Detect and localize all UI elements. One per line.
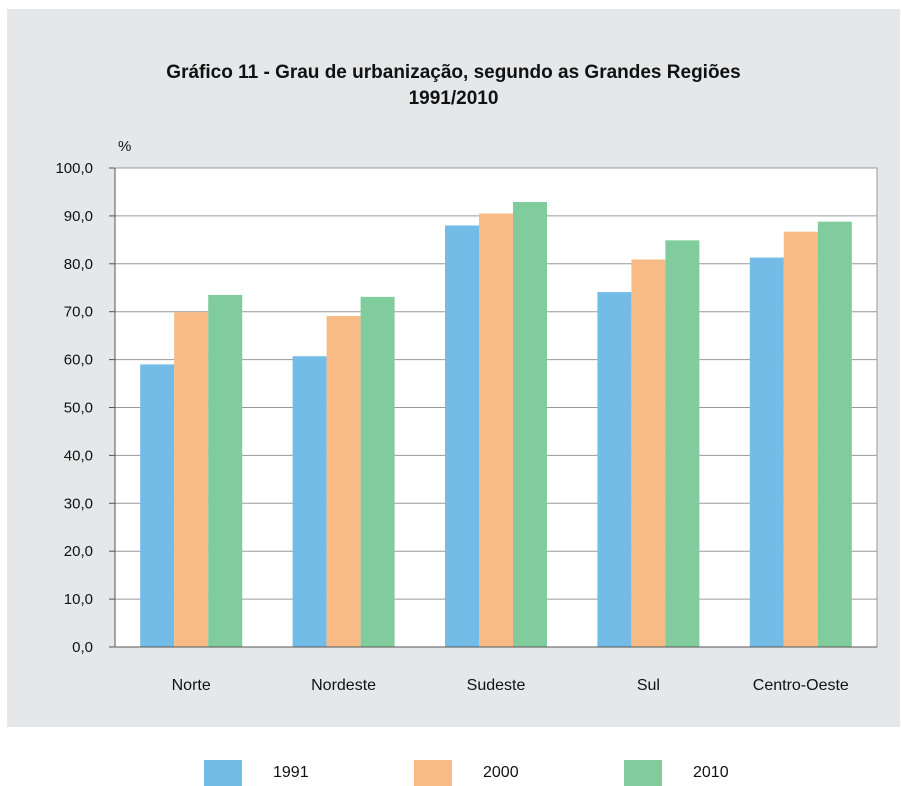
bar-1991-sul (597, 292, 632, 647)
y-tick-label: 0,0 (72, 639, 93, 656)
bar-1991-centro-oeste (749, 257, 784, 647)
legend-swatch-2000 (414, 760, 452, 786)
bar-1991-norte (140, 364, 175, 647)
bar-2000-sul (631, 259, 666, 647)
y-axis-label: % (118, 138, 131, 155)
y-tick-label: 10,0 (64, 591, 93, 608)
bar-2000-nordeste (326, 316, 361, 647)
bar-1991-sudeste (445, 225, 479, 648)
x-tick-label: Sul (637, 677, 660, 694)
bar-2000-norte (174, 312, 209, 647)
chart-title-line-2: 1991/2010 (408, 88, 499, 109)
x-tick-label: Nordeste (311, 677, 376, 694)
legend-swatch-1991 (204, 760, 242, 786)
bar-2010-nordeste (360, 296, 395, 647)
bar-2010-norte (208, 294, 243, 647)
y-tick-label: 40,0 (64, 447, 93, 464)
y-tick-label: 70,0 (64, 304, 93, 321)
bar-2010-centro-oeste (817, 221, 852, 647)
legend-label-2000: 2000 (483, 764, 519, 781)
x-tick-label: Norte (172, 677, 211, 694)
y-tick-label: 60,0 (64, 352, 93, 369)
bar-2000-centro-oeste (783, 231, 818, 647)
y-tick-label: 80,0 (64, 256, 93, 273)
x-tick-label: Centro-Oeste (753, 677, 849, 694)
chart-title: Gráfico 11 - Grau de urbanização, segund… (7, 60, 900, 112)
chart-title-line-1: Gráfico 11 - Grau de urbanização, segund… (166, 62, 741, 83)
bar-2000-sudeste (479, 213, 513, 647)
legend-swatch-2010 (624, 760, 662, 786)
x-tick-label: Sudeste (467, 677, 526, 694)
legend-label-1991: 1991 (273, 764, 309, 781)
y-tick-label: 20,0 (64, 543, 93, 560)
bar-1991-nordeste (292, 356, 327, 647)
bar-2010-sudeste (513, 202, 547, 647)
y-tick-label: 90,0 (64, 208, 93, 225)
y-tick-label: 100,0 (55, 160, 93, 177)
legend-label-2010: 2010 (693, 764, 729, 781)
y-tick-label: 30,0 (64, 495, 93, 512)
bar-2010-sul (665, 240, 700, 648)
y-tick-label: 50,0 (64, 400, 93, 417)
